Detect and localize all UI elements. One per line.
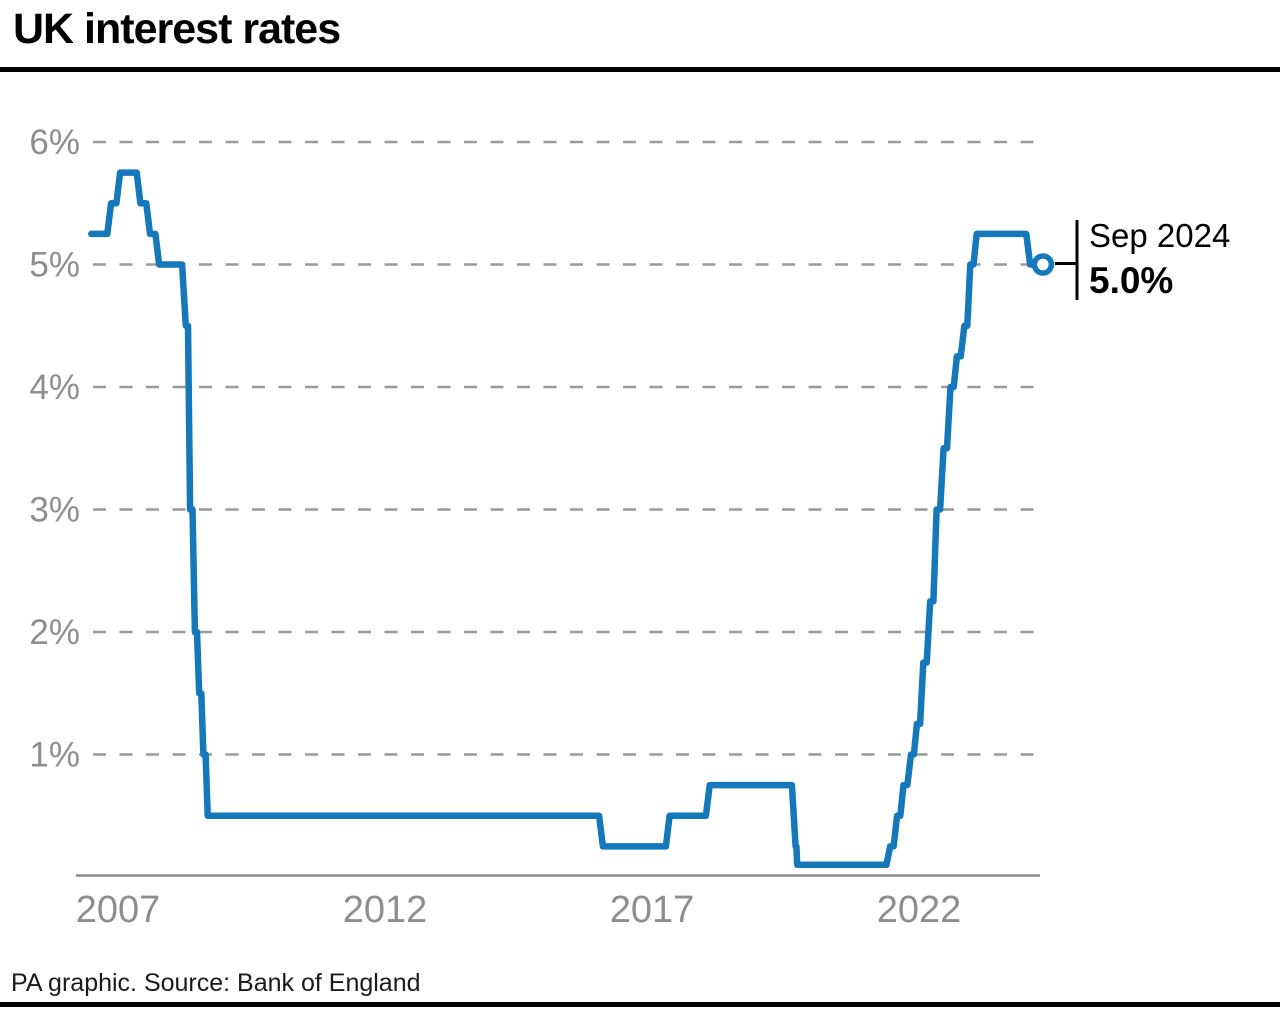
title-divider-rule <box>0 67 1280 72</box>
x-tick-label-2012: 2012 <box>343 889 428 931</box>
source-note: PA graphic. Source: Bank of England <box>11 969 421 997</box>
annotation-date-label: Sep 2024 <box>1089 217 1230 254</box>
x-tick-label-2007: 2007 <box>76 889 161 931</box>
y-tick-label-2%: 2% <box>29 613 80 652</box>
x-tick-label-2022: 2022 <box>877 889 962 931</box>
y-tick-label-3%: 3% <box>29 491 80 530</box>
y-tick-label-1%: 1% <box>29 736 80 775</box>
rate-line <box>88 169 1047 869</box>
y-tick-label-6%: 6% <box>29 123 80 162</box>
annotation-value-label: 5.0% <box>1089 260 1173 301</box>
endpoint-marker <box>1031 253 1055 276</box>
y-tick-label-5%: 5% <box>29 246 80 285</box>
x-tick-label-2017: 2017 <box>610 889 695 931</box>
page-title: UK interest rates <box>13 5 341 53</box>
y-tick-label-4%: 4% <box>29 368 80 407</box>
footer-rule <box>0 1002 1280 1007</box>
